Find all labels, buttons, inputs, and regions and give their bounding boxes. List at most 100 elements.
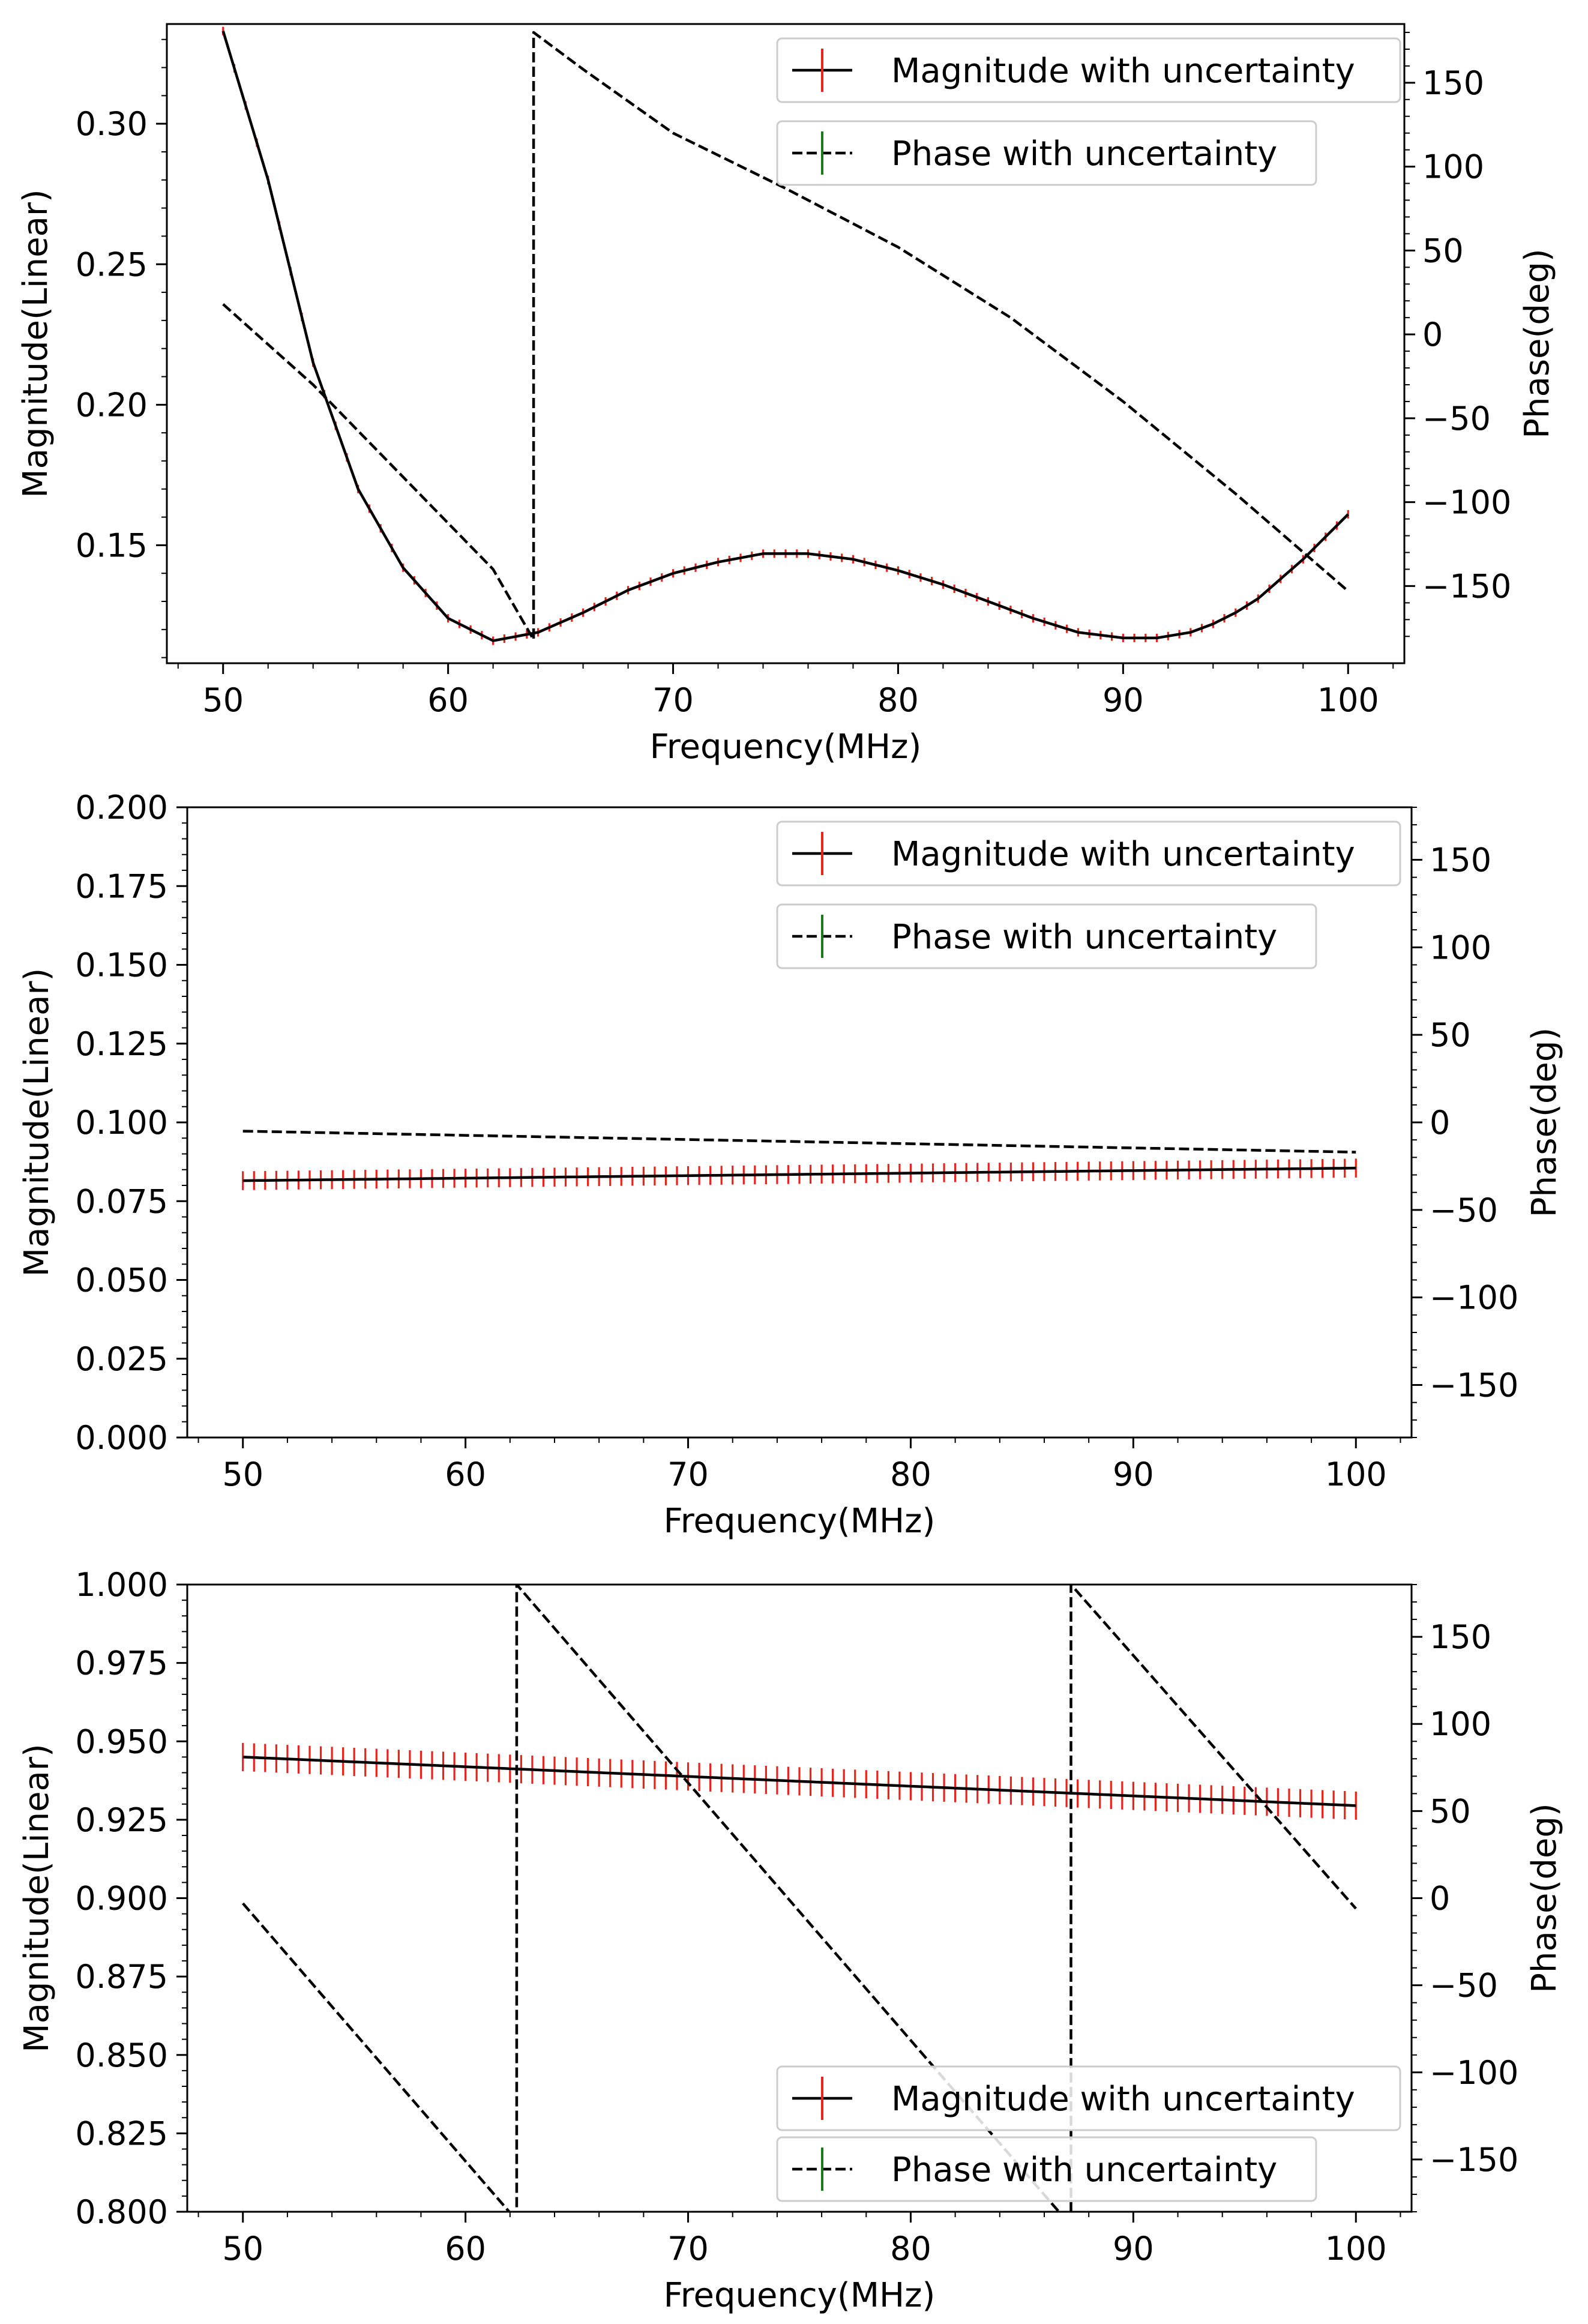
- legend-label: Magnitude with uncertainty: [891, 52, 1355, 91]
- plot-area: [242, 1130, 1357, 1190]
- y2-tick-label: 50: [1422, 232, 1464, 269]
- y2-tick-label: 100: [1430, 929, 1491, 966]
- y-tick-label: 0.950: [75, 1723, 168, 1760]
- y2-tick-label: −100: [1430, 2054, 1518, 2092]
- plot-area: [242, 1585, 1357, 2212]
- legend-label: Magnitude with uncertainty: [891, 2080, 1355, 2119]
- y2-axis-title: Phase(deg): [1525, 1803, 1564, 1993]
- y-tick-label: 0.20: [76, 386, 148, 424]
- x-tick-label: 80: [877, 681, 919, 719]
- legend-box: [776, 37, 1401, 103]
- legend-label: Phase with uncertainty: [891, 918, 1277, 957]
- legend-box: [776, 120, 1317, 186]
- panel-1: 50 60 70 80 90 100 0.15 0.20 0.25 0.30 150 100 50 0 −5…: [16, 23, 1557, 766]
- axes-frame: [186, 1583, 1413, 2213]
- x-tick-label: 70: [667, 1456, 709, 1493]
- plot-area: [221, 26, 1349, 645]
- legend-label: Phase with uncertainty: [891, 2151, 1277, 2190]
- y2-axis-title: Phase(deg): [1525, 1028, 1564, 1217]
- phase-line: [242, 1130, 1356, 1154]
- magnitude-line: [242, 1756, 1356, 1807]
- y-tick-label: 0.15: [76, 526, 148, 564]
- legend-entry-magnitude: Magnitude with uncertainty: [776, 820, 1401, 887]
- y2-tick-label: 0: [1430, 1104, 1450, 1142]
- y-tick-label: 0.150: [75, 947, 168, 984]
- y-tick-label: 0.025: [75, 1340, 168, 1378]
- y-tick-label: 0.900: [75, 1880, 168, 1918]
- y2-tick-label: 150: [1430, 1618, 1491, 1656]
- x-tick-label: 60: [445, 2230, 486, 2268]
- y2-tick-label: −50: [1422, 400, 1491, 438]
- phase-line: [222, 31, 1349, 642]
- legend-label: Phase with uncertainty: [891, 134, 1277, 173]
- x-axis-title: Frequency(MHz): [650, 727, 922, 766]
- y2-tick-label: 50: [1430, 1792, 1471, 1830]
- x-tick-label: 100: [1325, 2230, 1387, 2268]
- x-tick-label: 50: [222, 1456, 263, 1493]
- panel-3: 50 60 70 80 90 100 0.800 0.825 0.850 0.875 0.900 0.…: [17, 1566, 1564, 2315]
- y-tick-label: 0.825: [75, 2115, 168, 2152]
- legend-entry-magnitude: Magnitude with uncertainty: [776, 37, 1401, 103]
- x-tick-label: 50: [202, 681, 244, 719]
- phase-line: [242, 1585, 1357, 2212]
- legend-box: [776, 2136, 1317, 2202]
- y2-tick-label: −100: [1430, 1279, 1518, 1317]
- y-tick-label: 1.000: [75, 1566, 168, 1604]
- y2-tick-label: 100: [1430, 1705, 1491, 1743]
- x-tick-label: 100: [1325, 1456, 1387, 1493]
- legend-entry-phase: Phase with uncertainty: [776, 2136, 1317, 2202]
- x-tick-label: 90: [1113, 2230, 1154, 2268]
- y2-tick-label: −100: [1422, 484, 1511, 522]
- y-tick-label: 0.100: [75, 1104, 168, 1142]
- legend-entry-magnitude: Magnitude with uncertainty: [776, 2065, 1401, 2131]
- x-tick-label: 80: [890, 2230, 931, 2268]
- y-axis-title: Magnitude(Linear): [17, 1744, 56, 2052]
- y2-tick-label: 0: [1422, 316, 1443, 354]
- y2-tick-label: 50: [1430, 1016, 1471, 1054]
- y-axis-title: Magnitude(Linear): [16, 189, 55, 498]
- y2-tick-label: 150: [1422, 64, 1484, 102]
- x-tick-label: 70: [652, 681, 694, 719]
- x-axis-title: Frequency(MHz): [664, 2276, 936, 2315]
- x-tick-label: 50: [222, 2230, 263, 2268]
- y2-tick-label: 100: [1422, 148, 1484, 186]
- y-tick-label: 0.30: [76, 105, 148, 143]
- x-tick-label: 60: [445, 1456, 486, 1493]
- y2-tick-label: −150: [1430, 1367, 1518, 1404]
- magnitude-line: [221, 31, 1349, 642]
- y-tick-label: 0.850: [75, 2037, 168, 2074]
- y-tick-label: 0.875: [75, 1958, 168, 1996]
- x-tick-label: 100: [1317, 681, 1379, 719]
- magnitude-line: [242, 1166, 1356, 1182]
- y-tick-label: 0.075: [75, 1182, 168, 1220]
- x-tick-label: 90: [1102, 681, 1144, 719]
- x-tick-label: 80: [890, 1456, 931, 1493]
- y2-tick-label: 150: [1430, 841, 1491, 879]
- y2-tick-label: −50: [1430, 1191, 1498, 1229]
- y-axis-title: Magnitude(Linear): [17, 968, 56, 1277]
- y2-tick-label: −50: [1430, 1967, 1498, 2005]
- y-tick-label: 0.25: [76, 245, 148, 283]
- legend-box: [776, 820, 1401, 887]
- y-tick-label: 0.200: [75, 789, 168, 826]
- y-tick-label: 0.175: [75, 867, 168, 905]
- axes-frame: [186, 806, 1413, 1439]
- y-tick-label: 0.975: [75, 1645, 168, 1682]
- y2-tick-label: −150: [1422, 567, 1511, 605]
- x-axis-title: Frequency(MHz): [664, 1502, 936, 1541]
- y-tick-label: 0.925: [75, 1801, 168, 1839]
- panel-2: 50 60 70 80 90 100 0.000 0.025 0.050 0.075 0.100 0.…: [17, 789, 1564, 1541]
- y-tick-label: 0.125: [75, 1025, 168, 1063]
- y2-tick-label: −150: [1430, 2141, 1518, 2179]
- x-tick-label: 70: [667, 2230, 709, 2268]
- x-tick-label: 90: [1113, 1456, 1154, 1493]
- magnitude-error-bars: [222, 26, 1349, 645]
- y-tick-label: 0.000: [75, 1419, 168, 1457]
- legend-label: Magnitude with uncertainty: [891, 835, 1355, 874]
- x-tick-label: 60: [427, 681, 469, 719]
- legend-entry-phase: Phase with uncertainty: [776, 903, 1317, 969]
- y-tick-label: 0.800: [75, 2193, 168, 2231]
- legend-box: [776, 903, 1317, 969]
- y2-tick-label: 0: [1430, 1880, 1450, 1918]
